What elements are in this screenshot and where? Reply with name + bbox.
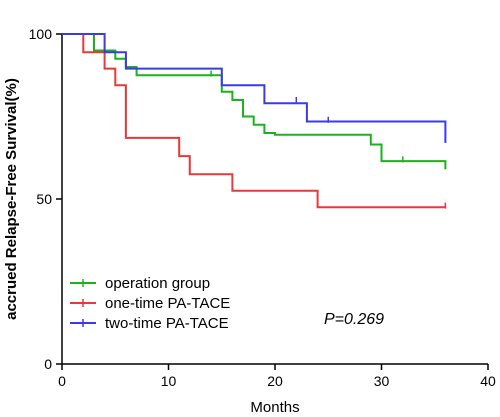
series-line	[62, 33, 446, 209]
y-axis-title: accrued Relapse-Free Survival(%)	[3, 78, 20, 320]
x-tick-label: 10	[161, 373, 177, 389]
x-ticks: 0 10 20 30 40	[58, 364, 496, 389]
x-tick-label: 0	[58, 373, 66, 389]
series-lines	[62, 33, 447, 209]
series-line	[62, 33, 447, 143]
y-tick-label: 100	[29, 26, 53, 42]
y-tick-label: 0	[44, 356, 52, 372]
series-line	[62, 33, 447, 170]
x-axis-title: Months	[250, 399, 299, 416]
legend-label: two-time PA-TACE	[105, 315, 229, 332]
legend: operation group one-time PA-TACE two-time …	[70, 275, 230, 332]
legend-label: one-time PA-TACE	[105, 295, 230, 312]
y-ticks: 0 50 100	[29, 26, 62, 372]
p-value-annotation: P=0.269	[324, 311, 384, 328]
y-tick-label: 50	[36, 191, 52, 207]
x-tick-label: 20	[267, 373, 283, 389]
x-tick-label: 40	[480, 373, 496, 389]
legend-label: operation group	[105, 275, 210, 292]
x-tick-label: 30	[374, 373, 390, 389]
